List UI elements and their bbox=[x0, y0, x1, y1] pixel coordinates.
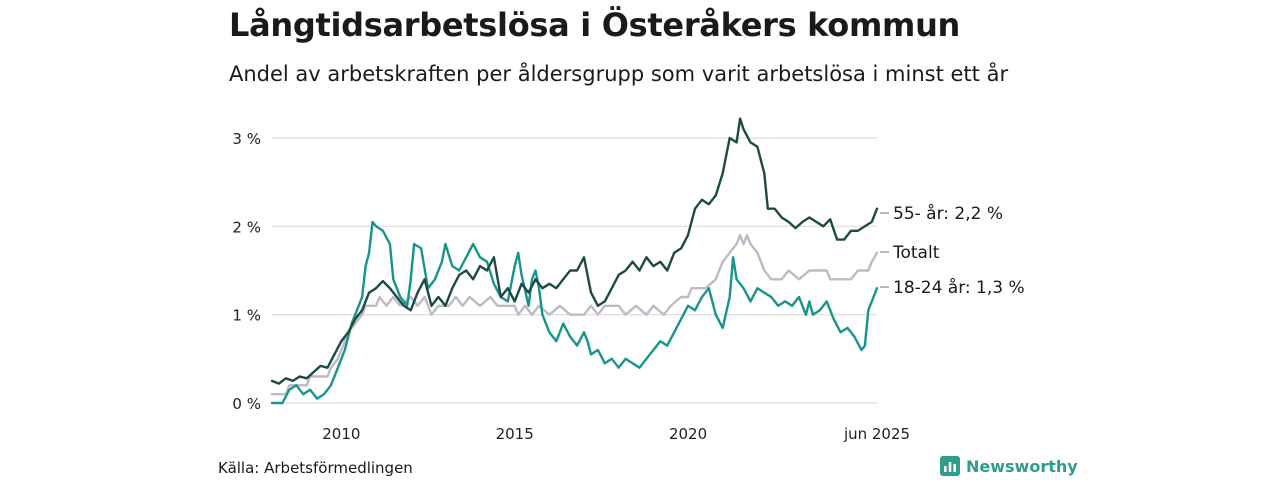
source-note: Källa: Arbetsförmedlingen bbox=[218, 459, 413, 477]
y-tick-label: 3 % bbox=[232, 130, 261, 148]
x-tick-label: jun 2025 bbox=[843, 425, 910, 443]
y-tick-label: 1 % bbox=[232, 307, 261, 325]
y-tick-label: 0 % bbox=[232, 395, 261, 413]
gridlines bbox=[272, 137, 877, 404]
y-tick-label: 2 % bbox=[232, 218, 261, 236]
series-end-labels: 55- år: 2,2 % Totalt 18-24 år: 1,3 % bbox=[880, 203, 1025, 298]
brand-name: Newsworthy bbox=[966, 456, 1078, 476]
x-tick-label: 2010 bbox=[322, 425, 360, 443]
x-axis-ticks: 2010 2015 2020 jun 2025 bbox=[322, 425, 910, 443]
series-line-1 bbox=[270, 234, 879, 396]
series-end-label: 55- år: 2,2 % bbox=[893, 203, 1003, 224]
x-tick-label: 2020 bbox=[669, 425, 707, 443]
series-end-label: 18-24 år: 1,3 % bbox=[893, 277, 1025, 298]
newsworthy-logo: Newsworthy bbox=[940, 456, 1078, 476]
chart-title: Långtidsarbetslösa i Österåkers kommun bbox=[229, 6, 961, 44]
x-tick-label: 2015 bbox=[496, 425, 534, 443]
series-line-0 bbox=[270, 117, 879, 385]
series-line-2 bbox=[270, 220, 879, 405]
y-axis-ticks: 0 % 1 % 2 % 3 % bbox=[232, 130, 261, 413]
series-end-label: Totalt bbox=[892, 243, 940, 263]
bar-chart-icon bbox=[940, 456, 960, 476]
chart-subtitle: Andel av arbetskraften per åldersgrupp s… bbox=[229, 62, 1009, 86]
series-lines bbox=[270, 117, 879, 405]
